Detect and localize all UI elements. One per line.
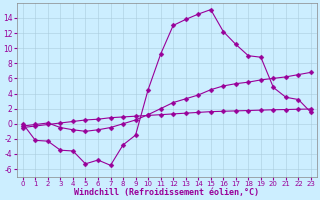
X-axis label: Windchill (Refroidissement éolien,°C): Windchill (Refroidissement éolien,°C) (74, 188, 260, 197)
